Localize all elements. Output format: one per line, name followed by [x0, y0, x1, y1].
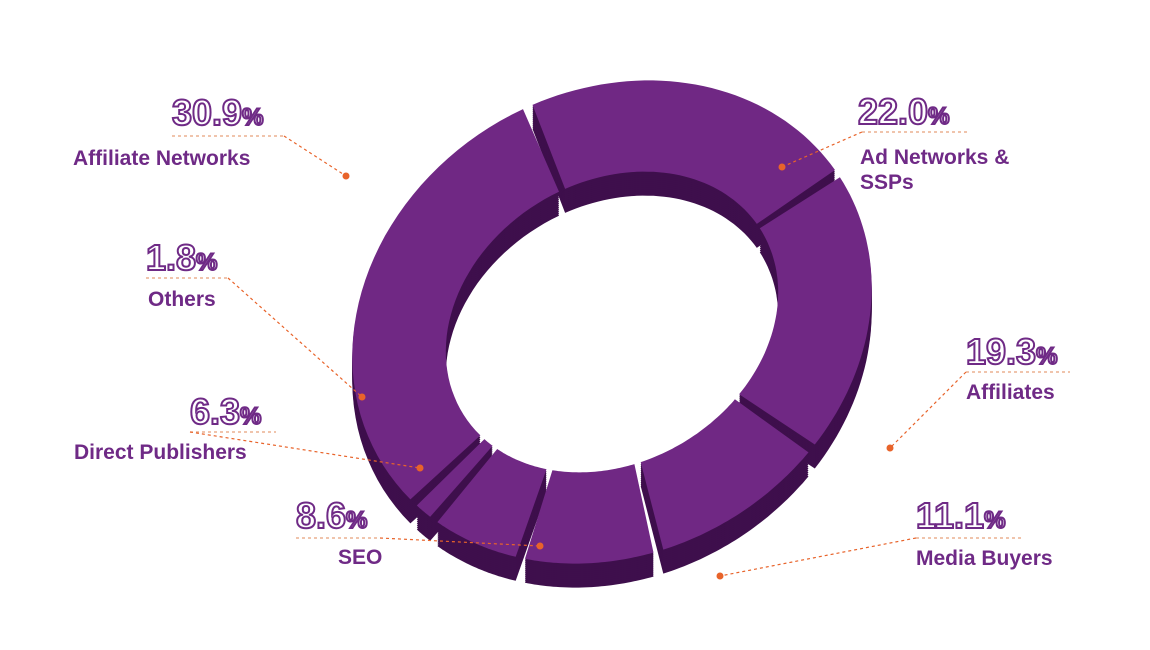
percent-sign: % — [983, 506, 1006, 535]
leader-line-direct-publishers — [189, 431, 421, 469]
slice-value-number: 19.3 — [965, 331, 1037, 372]
slice-value-affiliate-networks: 30.9% — [171, 92, 264, 136]
leader-dot-media-buyers — [716, 572, 724, 580]
percent-sign: % — [195, 248, 218, 277]
slice-label-affiliates: Affiliates — [966, 381, 1055, 404]
leader-dot-affiliates — [886, 444, 894, 452]
leader-line-media-buyers — [719, 537, 917, 577]
slice-ad-networks-ssps — [532, 80, 835, 224]
slice-media-buyers — [640, 399, 809, 550]
slice-value-direct-publishers: 6.3% — [189, 391, 262, 435]
slice-affiliates — [739, 177, 872, 445]
slice-value-affiliates: 19.3% — [965, 331, 1058, 375]
slice-value-number: 8.6 — [295, 495, 347, 536]
slice-value-number: 22.0 — [857, 91, 929, 132]
slice-value-media-buyers: 11.1% — [915, 495, 1006, 539]
leader-dot-seo — [536, 542, 544, 550]
slice-label-seo: SEO — [338, 546, 383, 569]
leader-line-others — [227, 277, 363, 398]
percent-sign: % — [345, 506, 368, 535]
slice-label-others: Others — [148, 288, 216, 311]
leader-dot-others — [358, 393, 366, 401]
percent-sign: % — [1035, 342, 1058, 371]
leader-dot-direct-publishers — [416, 464, 424, 472]
slice-value-number: 1.8 — [145, 237, 197, 278]
slice-seo — [525, 464, 654, 564]
slice-affiliate-networks — [352, 109, 559, 500]
slice-value-others: 1.8% — [145, 237, 218, 281]
slice-value-number: 6.3 — [189, 391, 241, 432]
leader-dot-affiliate-networks — [342, 172, 350, 180]
leader-line-affiliates — [889, 371, 967, 449]
slice-value-ad-networks: 22.0% — [857, 91, 950, 135]
leader-dot-ad-networks-ssps — [778, 163, 786, 171]
slice-label-media-buyers: Media Buyers — [916, 547, 1053, 570]
leader-line-seo — [379, 537, 541, 547]
slice-label-ad-networks: Ad Networks & SSPs — [860, 146, 1010, 194]
slice-label-affiliate-networks: Affiliate Networks — [73, 147, 251, 170]
slice-value-number: 30.9 — [171, 92, 243, 133]
slice-value-number: 11.1 — [915, 495, 985, 536]
slice-label-direct-publishers: Direct Publishers — [74, 441, 247, 464]
leader-line-affiliate-networks — [283, 135, 347, 177]
slice-direct-publishers — [437, 449, 547, 557]
slice-value-seo: 8.6% — [295, 495, 368, 539]
percent-sign: % — [239, 402, 262, 431]
percent-sign: % — [241, 103, 264, 132]
slice-others — [416, 439, 493, 517]
leader-line-ad-networks-ssps — [781, 131, 863, 168]
percent-sign: % — [927, 102, 950, 131]
